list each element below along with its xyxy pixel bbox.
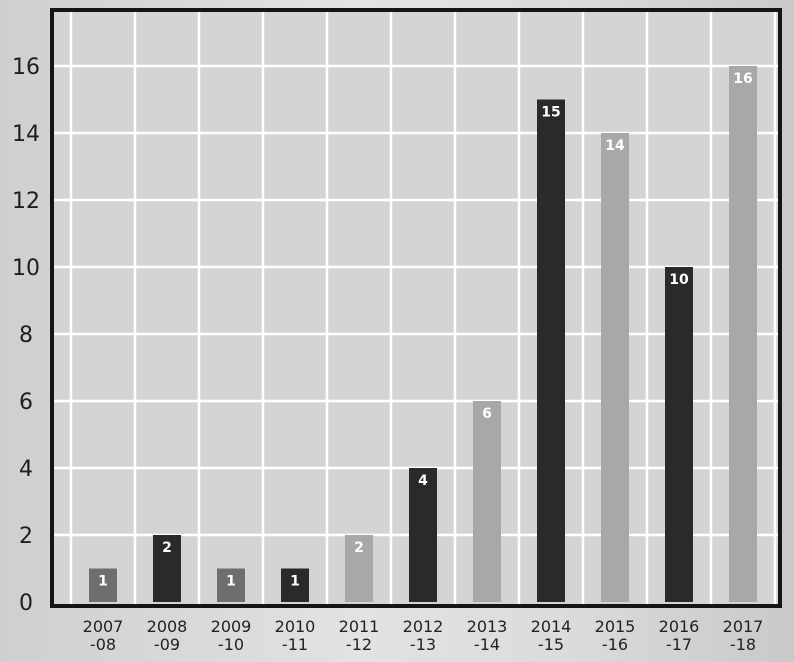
bar-value-label: 14 [605,138,625,154]
bar-value-label: 10 [669,272,689,288]
bar [729,66,757,602]
bar [665,267,693,602]
y-tick-label: 2 [19,524,33,549]
bar [89,568,117,602]
bar-value-label: 2 [354,540,364,556]
bar [153,535,181,602]
x-tick-label: 2013 -14 [467,617,508,654]
y-tick-label: 14 [12,122,40,147]
x-tick-label: 2017 -18 [723,617,764,654]
y-axis-ticks: 0 2 4 6 8 10 12 14 16 [12,55,40,616]
bar [537,99,565,602]
bar-value-label: 1 [226,574,236,590]
y-tick-label: 16 [12,55,40,80]
x-tick-label: 2007 -08 [83,617,124,654]
bars [89,66,757,602]
bar [473,401,501,602]
bar-value-label: 6 [482,406,492,422]
bar-value-label: 16 [733,71,752,87]
bar-value-label: 15 [541,105,560,121]
y-tick-label: 12 [12,189,40,214]
gridlines [52,10,780,606]
bar-value-label: 2 [162,540,172,556]
x-tick-label: 2010 -11 [275,617,316,654]
x-tick-label: 2008 -09 [147,617,188,654]
bar [281,568,309,602]
y-tick-label: 8 [19,323,33,348]
bar-value-label: 4 [418,473,428,489]
y-tick-label: 4 [19,457,33,482]
bar [217,568,245,602]
bar [601,133,629,602]
bar-value-label: 1 [290,574,300,590]
x-axis-ticks: 2007 -08 2008 -09 2009 -10 2010 -11 2011 -12 2012-… [83,617,764,654]
y-tick-label: 10 [12,256,40,281]
x-tick-label: 2014 -15 [531,617,572,654]
bar-value-label: 1 [98,574,108,590]
x-tick-label: 2016 -17 [659,617,700,654]
x-tick-label: 2015 -16 [595,617,636,654]
x-tick-label: 2012 -13 [403,617,444,654]
y-tick-label: 6 [19,390,33,415]
plot-frame [50,8,782,608]
x-tick-label: 2011 -12 [339,617,380,654]
data-labels: 1 2 1 1 2 4 6 15 14 10 16 [98,71,753,590]
bar [409,468,437,602]
y-tick-label: 0 [19,591,33,616]
x-tick-label: 2009 -10 [211,617,252,654]
bar [345,535,373,602]
